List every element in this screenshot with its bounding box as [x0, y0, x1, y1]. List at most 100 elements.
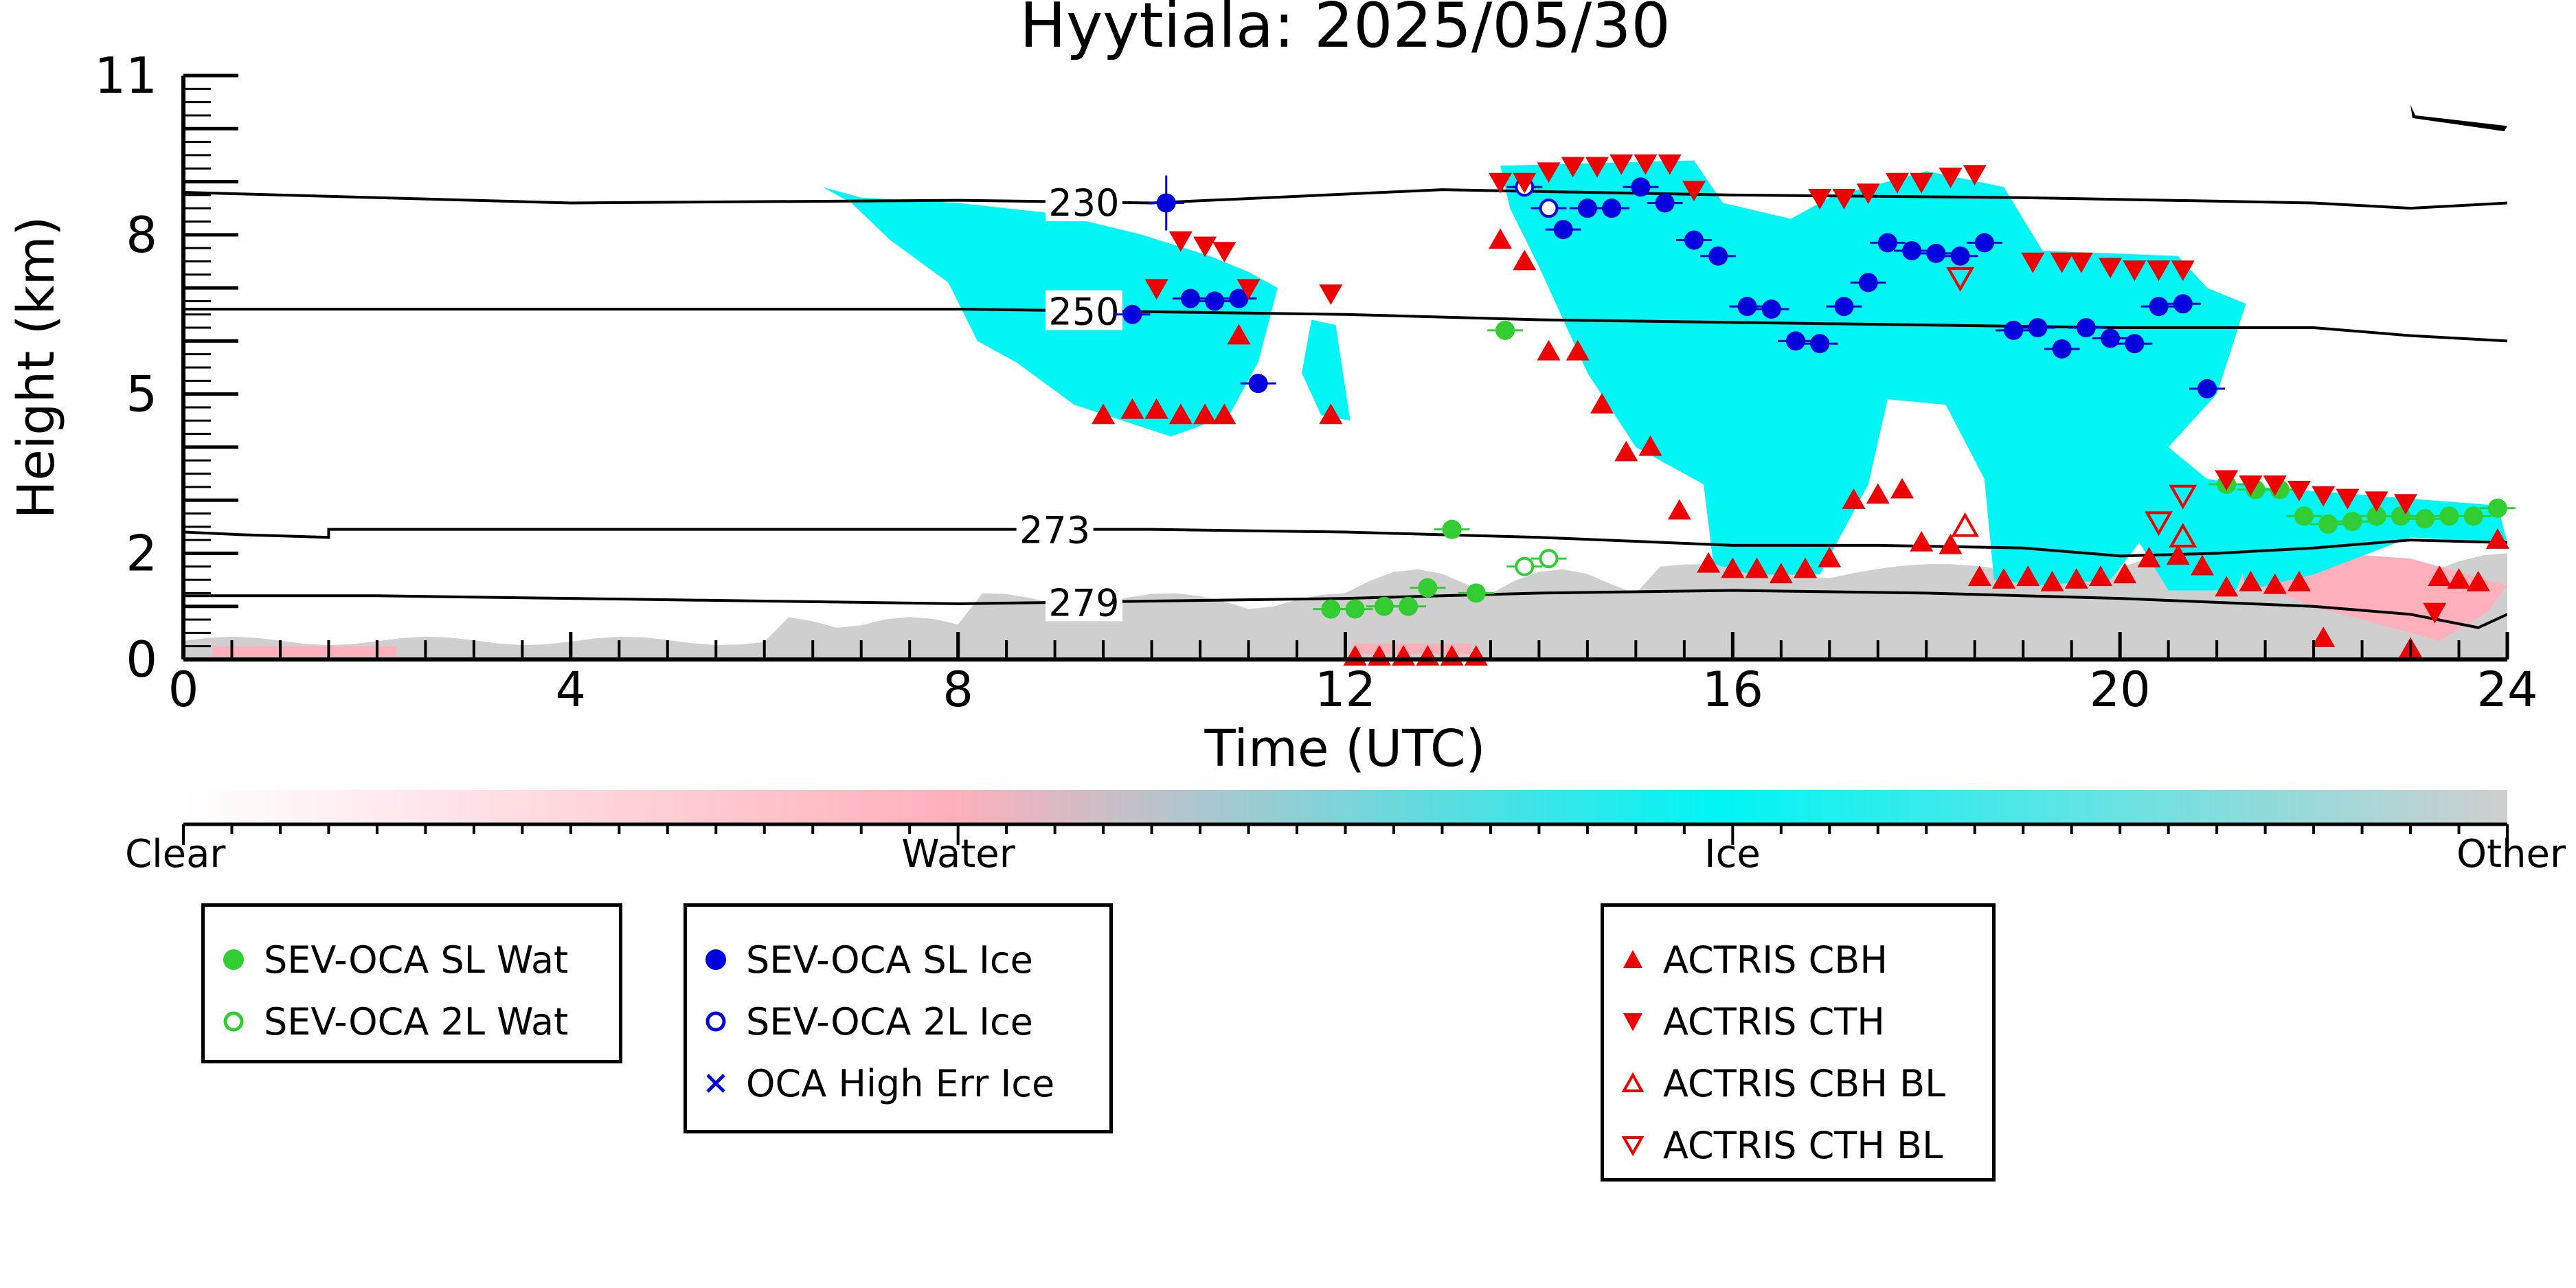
data-point [1602, 199, 1622, 218]
data-point [1818, 547, 1842, 567]
data-point [1939, 168, 1963, 188]
isotherm-label: 230 [1048, 181, 1119, 225]
colorbar-label-other: Other [2456, 832, 2566, 877]
legend-item: ACTRIS CTH [1618, 991, 1992, 1052]
data-point [1168, 403, 1193, 425]
data-point [2169, 484, 2197, 510]
data-point [2263, 475, 2287, 496]
data-point [1180, 289, 1200, 308]
y-tick-label: 2 [126, 524, 157, 582]
data-point [1466, 583, 1486, 603]
data-point [1374, 596, 1394, 616]
data-point [2197, 379, 2217, 398]
data-point [1697, 552, 1721, 573]
data-point [1856, 183, 1880, 204]
colorbar-label-clear: Clear [125, 832, 226, 877]
triangle-up-icon [1618, 945, 1648, 975]
data-point [2366, 506, 2386, 526]
data-point [1092, 403, 1116, 425]
legend-label: ACTRIS CBH BL [1663, 1061, 1946, 1105]
data-point [2137, 547, 2161, 567]
data-point [2263, 573, 2287, 594]
colorbar-label-water: Water [901, 832, 1016, 877]
data-point [1842, 488, 1866, 509]
data-point [1590, 393, 1614, 414]
data-point [1737, 297, 1757, 317]
data-point [1834, 297, 1854, 317]
data-point [2190, 554, 2214, 576]
data-point [1794, 557, 1818, 578]
data-point [2149, 297, 2169, 317]
data-point [2123, 260, 2147, 282]
open-triangle-down-icon [1618, 1130, 1648, 1160]
data-point [1513, 249, 1537, 271]
data-point [1539, 199, 1559, 218]
isotherm-label-bg [1045, 181, 1122, 222]
data-point [1539, 549, 1559, 569]
data-point [1963, 165, 1987, 185]
data-point [2428, 565, 2452, 586]
data-point [1946, 267, 1975, 292]
water-patch [212, 646, 397, 657]
data-point [1951, 512, 1980, 537]
data-point [1877, 233, 1897, 253]
legend-item: SEV-OCA SL Ice [701, 929, 1109, 991]
data-point [1537, 162, 1561, 183]
legend-label: SEV-OCA 2L Ice [746, 999, 1033, 1043]
data-point [1248, 374, 1268, 394]
data-point [1682, 181, 1706, 202]
data-point [2040, 570, 2064, 591]
data-point [1634, 154, 1658, 175]
data-point [1667, 499, 1691, 520]
data-point [1321, 599, 1341, 619]
data-point [2294, 506, 2314, 526]
data-point [1684, 230, 1704, 250]
data-point [2099, 258, 2123, 279]
legend-item: ACTRIS CBH [1618, 929, 1992, 991]
data-point [1122, 304, 1142, 324]
data-point [1236, 279, 1261, 300]
data-point [1858, 273, 1878, 293]
data-point [1910, 172, 1934, 194]
data-point [1866, 483, 1890, 504]
data-point [2064, 568, 2088, 589]
data-point [1832, 188, 1856, 210]
data-point [2423, 602, 2447, 624]
data-point [2336, 488, 2360, 510]
data-point [2364, 491, 2388, 512]
x-axis-label: Time (UTC) [1204, 719, 1485, 778]
y-tick-label: 0 [126, 631, 157, 688]
legend-label: OCA High Err Ice [746, 1061, 1055, 1105]
legend-label: SEV-OCA 2L Wat [264, 999, 569, 1043]
data-point [2101, 328, 2121, 348]
data-point [2171, 260, 2195, 282]
ice-cloud [1302, 319, 1351, 421]
x-tick-label: 12 [1315, 662, 1376, 718]
legend-label: SEV-OCA SL Wat [264, 938, 569, 982]
legend-water: SEV-OCA SL Wat SEV-OCA 2L Wat [201, 903, 622, 1063]
data-point [1212, 403, 1236, 425]
corner-trace [2410, 104, 2507, 132]
x-tick-label: 4 [556, 662, 587, 718]
data-point [1489, 228, 1513, 249]
data-point [1212, 242, 1236, 262]
data-point [1638, 435, 1662, 456]
data-point [1489, 172, 1513, 194]
colorbar: Clear Water Ice Other [125, 790, 2566, 877]
isotherm-label-bg [1045, 290, 1122, 330]
data-point [1418, 578, 1438, 598]
data-point [2239, 570, 2263, 591]
other-band [183, 553, 2507, 659]
isotherm-250 [183, 308, 2507, 343]
data-point [1939, 533, 1963, 554]
data-point [2125, 334, 2145, 354]
data-point [1553, 220, 1573, 240]
isotherm-279 [183, 589, 2507, 629]
data-point [1614, 440, 1638, 462]
isotherm-273 [183, 528, 2507, 558]
data-point [1227, 324, 1251, 345]
data-point [2312, 486, 2336, 507]
open-circle-icon [701, 1006, 731, 1037]
isotherm-label-bg [1016, 508, 1094, 549]
